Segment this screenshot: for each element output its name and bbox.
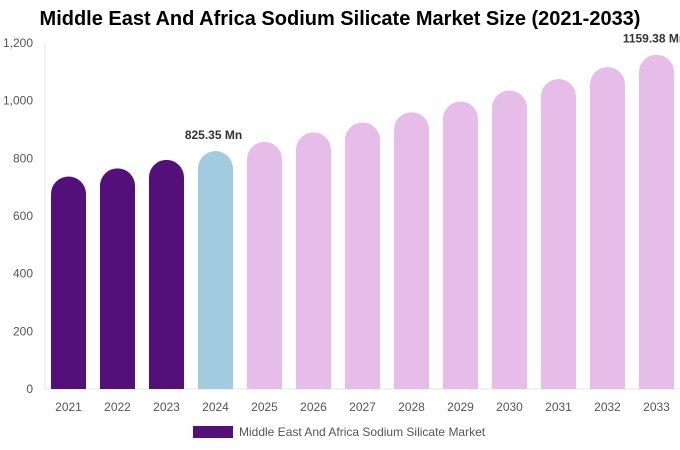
x-tick-label: 2025 [251, 400, 278, 414]
x-tick-label: 2021 [55, 400, 82, 414]
bar-2026 [296, 132, 331, 390]
legend-label: Middle East And Africa Sodium Silicate M… [239, 425, 486, 439]
x-tick-label: 2027 [349, 400, 376, 414]
bar-2025 [247, 141, 282, 389]
bar-2023 [149, 159, 184, 389]
legend[interactable]: Middle East And Africa Sodium Silicate M… [193, 425, 485, 439]
bar-2031 [541, 79, 576, 390]
bar-2032 [590, 67, 625, 389]
x-tick-label: 2028 [398, 400, 425, 414]
data-label: 1159.38 Mn [623, 32, 680, 46]
y-tick-label: 200 [13, 324, 33, 338]
bar-2027 [345, 122, 380, 389]
x-tick-label: 2026 [300, 400, 327, 414]
x-tick-label: 2033 [643, 400, 670, 414]
bar-2033 [639, 54, 674, 390]
legend-swatch [193, 426, 233, 438]
x-tick-label: 2022 [104, 400, 131, 414]
x-tick-label: 2023 [153, 400, 180, 414]
y-tick-label: 1,000 [3, 94, 33, 108]
bar-2029 [443, 101, 478, 390]
x-tick-label: 2024 [202, 400, 229, 414]
data-label: 825.35 Mn [185, 128, 242, 142]
x-tick-label: 2032 [594, 400, 621, 414]
x-tick-label: 2030 [496, 400, 523, 414]
chart-title: Middle East And Africa Sodium Silicate M… [39, 8, 641, 30]
y-tick-label: 600 [13, 209, 33, 223]
bar-2030 [492, 90, 527, 390]
y-tick-label: 1,200 [3, 36, 33, 50]
x-tick-label: 2031 [545, 400, 572, 414]
bar-2022 [100, 168, 135, 389]
y-tick-label: 400 [13, 267, 33, 281]
bar-2021 [51, 176, 86, 389]
y-tick-label: 800 [13, 151, 33, 165]
x-tick-label: 2029 [447, 400, 474, 414]
bar-2028 [394, 112, 429, 390]
y-tick-label: 0 [26, 382, 33, 396]
bar-2024 [198, 151, 233, 389]
